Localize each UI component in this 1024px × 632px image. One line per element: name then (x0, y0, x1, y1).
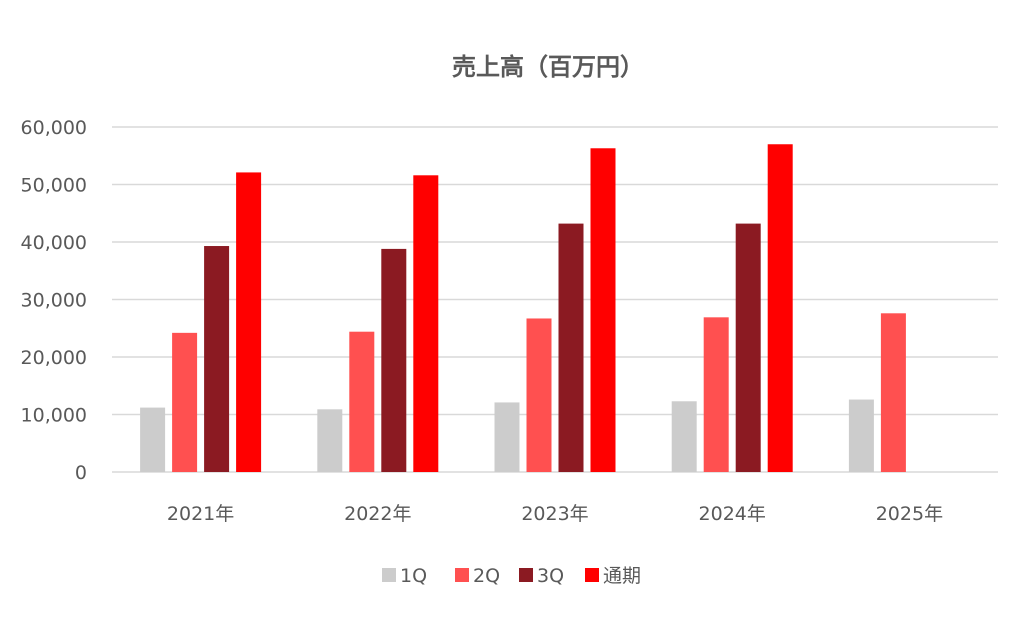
x-tick-label: 2021年 (167, 503, 234, 525)
bar-3Q-2023年 (558, 223, 584, 472)
bar-2Q-2024年 (703, 317, 729, 472)
x-tick-label: 2022年 (344, 503, 411, 525)
bar-通期-2022年 (413, 175, 439, 473)
bar-通期-2023年 (590, 148, 616, 472)
y-tick-label: 0 (75, 462, 87, 484)
legend-swatch (455, 568, 469, 582)
bar-1Q-2021年 (140, 407, 166, 472)
bar-1Q-2022年 (317, 409, 343, 472)
legend-swatch (585, 568, 599, 582)
bar-2Q-2025年 (880, 313, 906, 472)
y-tick-label: 40,000 (21, 232, 87, 254)
x-tick-label: 2023年 (521, 503, 588, 525)
x-tick-label: 2024年 (699, 503, 766, 525)
bar-3Q-2024年 (735, 223, 761, 472)
legend-label: 3Q (537, 565, 564, 587)
y-tick-label: 30,000 (21, 290, 87, 312)
bar-1Q-2025年 (848, 399, 874, 472)
y-tick-label: 20,000 (21, 347, 87, 369)
x-axis-ticks: 2021年 2022年 2023年 2024年 2025年 (167, 503, 943, 525)
y-tick-label: 50,000 (21, 175, 87, 197)
bar-2Q-2022年 (349, 331, 375, 472)
bar-1Q-2023年 (494, 402, 520, 472)
legend-label: 2Q (473, 565, 500, 587)
bar-1Q-2024年 (671, 401, 697, 472)
bar-通期-2021年 (236, 172, 262, 473)
legend-swatch (519, 568, 533, 582)
chart-title: 売上高（百万円） (452, 53, 644, 81)
legend: 1Q 2Q 3Q 通期 (382, 565, 641, 587)
x-tick-label: 2025年 (876, 503, 943, 525)
bar-3Q-2022年 (381, 248, 407, 472)
bar-通期-2024年 (767, 144, 793, 472)
legend-swatch (382, 568, 396, 582)
bars (140, 144, 906, 473)
y-axis-ticks: 0 10,000 20,000 30,000 40,000 50,000 60,000 (21, 117, 87, 484)
bar-2Q-2023年 (526, 318, 552, 472)
bar-3Q-2021年 (204, 246, 230, 472)
legend-label: 通期 (603, 565, 641, 587)
legend-label: 1Q (400, 565, 427, 587)
y-tick-label: 60,000 (21, 117, 87, 139)
bar-2Q-2021年 (172, 332, 198, 472)
y-tick-label: 10,000 (21, 405, 87, 427)
